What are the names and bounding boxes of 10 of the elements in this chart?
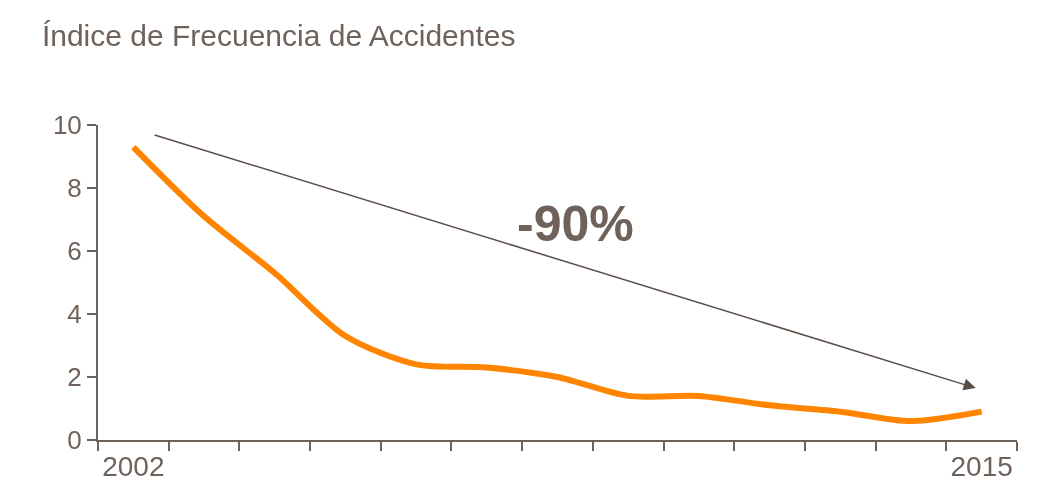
y-tick-label: 4	[67, 299, 82, 330]
y-tick-label: 6	[67, 236, 82, 267]
y-tick-label: 0	[67, 425, 82, 456]
x-tick-label: 2002	[102, 450, 165, 482]
chart-title: Índice de Frecuencia de Accidentes	[41, 19, 516, 52]
y-tick-label: 2	[67, 362, 82, 393]
y-tick-label: 10	[52, 110, 82, 141]
y-tick-label: 8	[67, 173, 82, 204]
x-tick-label: 2015	[950, 450, 1013, 482]
annotation: -90%	[517, 196, 634, 252]
